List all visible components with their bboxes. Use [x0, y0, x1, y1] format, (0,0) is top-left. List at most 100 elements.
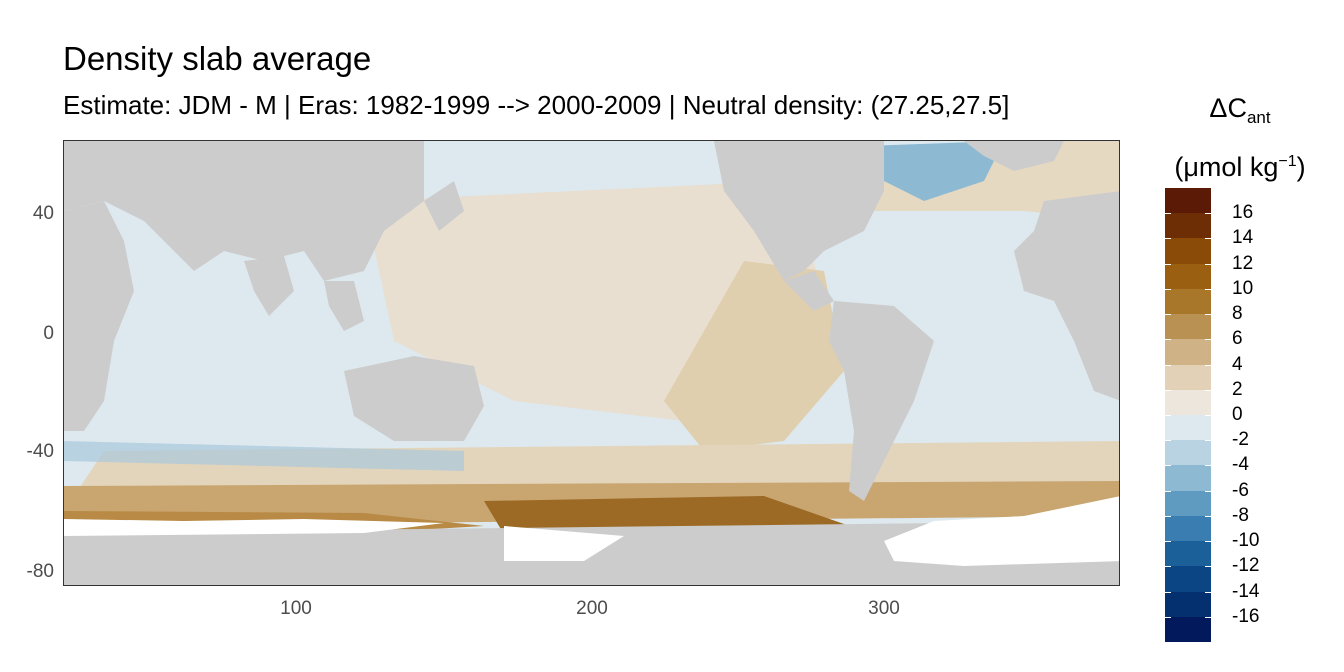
legend-label: 10	[1232, 277, 1254, 299]
japan-landmass	[424, 181, 464, 231]
chart-subtitle: Estimate: JDM - M | Eras: 1982-1999 --> …	[63, 90, 1010, 120]
weddell-ice-shelf	[884, 496, 1119, 566]
y-tick-40: 40	[32, 203, 54, 224]
legend-tick	[1165, 288, 1171, 290]
legend-tick	[1165, 213, 1171, 215]
map-panel	[63, 140, 1120, 586]
legend-swatch	[1165, 213, 1211, 239]
legend-tick	[1165, 591, 1171, 593]
legend-swatch	[1165, 288, 1211, 315]
ocean-map	[64, 141, 1119, 585]
legend-tick	[1165, 440, 1171, 442]
legend-swatch	[1165, 415, 1211, 441]
legend-title: ΔCant (μmol kg−1)	[1150, 86, 1330, 189]
legend-tick	[1205, 238, 1211, 240]
legend-tick	[1205, 339, 1211, 341]
north-america-landmass	[714, 141, 884, 281]
y-tick-0: 0	[43, 323, 54, 344]
legend-tick	[1165, 314, 1171, 316]
legend-tick	[1165, 389, 1171, 391]
legend-swatch	[1165, 591, 1211, 618]
legend-tick	[1205, 263, 1211, 265]
legend-label: -12	[1232, 555, 1260, 577]
australia-landmass	[344, 356, 484, 441]
ross-ice-shelf	[504, 526, 624, 561]
legend-tick	[1205, 288, 1211, 290]
legend-label: 4	[1232, 353, 1243, 375]
legend-label: -14	[1232, 580, 1260, 602]
legend-title-main: ΔC	[1209, 93, 1247, 123]
legend-tick	[1165, 541, 1171, 543]
legend-tick	[1165, 339, 1171, 341]
legend-swatch	[1165, 566, 1211, 593]
legend-tick	[1205, 541, 1211, 543]
legend-label: -6	[1232, 479, 1249, 501]
legend-tick	[1165, 415, 1171, 416]
legend-swatch	[1165, 389, 1211, 416]
legend-swatch	[1165, 238, 1211, 265]
legend-swatch	[1165, 188, 1211, 214]
land-masses	[64, 141, 1119, 585]
india-landmass	[244, 256, 294, 316]
legend-swatch	[1165, 364, 1211, 391]
central-america-landmass	[784, 271, 834, 311]
legend-swatch	[1165, 440, 1211, 466]
east-pacific-region	[664, 261, 844, 451]
greenland-landmass	[964, 141, 1064, 171]
legend-tick	[1205, 314, 1211, 316]
legend-tick	[1205, 591, 1211, 593]
legend-swatch	[1165, 490, 1211, 517]
africa-landmass	[64, 201, 134, 431]
legend-tick	[1165, 263, 1171, 265]
legend-label: -10	[1232, 530, 1260, 552]
africa-east-landmass	[1014, 191, 1119, 401]
legend-label: 8	[1232, 303, 1243, 325]
legend-swatch	[1165, 263, 1211, 290]
legend-swatch	[1165, 515, 1211, 542]
legend-tick	[1205, 490, 1211, 492]
legend-tick	[1165, 566, 1171, 568]
ice-shelves	[64, 496, 1119, 566]
legend-unit-suffix: )	[1296, 152, 1306, 182]
legend-tick	[1165, 515, 1171, 517]
legend-label: 0	[1232, 404, 1243, 425]
indian-blue-band	[64, 441, 464, 471]
eurasia-landmass	[64, 141, 424, 281]
legend-tick	[1165, 364, 1171, 366]
y-tick-minus-80: -80	[26, 561, 54, 582]
legend-tick	[1205, 364, 1211, 366]
south-america-landmass	[829, 301, 934, 501]
legend-swatch	[1165, 339, 1211, 366]
legend-tick	[1165, 616, 1171, 618]
legend-label: -2	[1232, 429, 1249, 451]
y-tick-minus-40: -40	[26, 441, 54, 462]
chart-title: Density slab average	[63, 40, 372, 77]
x-tick-300: 300	[868, 598, 900, 619]
legend-tick	[1205, 440, 1211, 442]
legend-tick	[1205, 213, 1211, 215]
legend-label: -4	[1232, 454, 1249, 476]
x-tick-100: 100	[280, 598, 312, 619]
legend-swatch	[1165, 616, 1211, 643]
legend-label: 16	[1232, 202, 1254, 224]
legend-unit-prefix: (μmol kg	[1174, 152, 1279, 182]
legend-tick	[1205, 616, 1211, 618]
legend-unit-sup: −1	[1278, 153, 1297, 170]
legend-swatch	[1165, 314, 1211, 340]
legend-colorbar	[1165, 188, 1211, 643]
legend-swatch	[1165, 541, 1211, 567]
legend-label: 14	[1232, 227, 1254, 249]
labrador-sea-region	[864, 141, 1004, 201]
legend-label: 12	[1232, 252, 1254, 274]
east-antarctic-ice	[64, 519, 444, 536]
legend-title-sub: ant	[1246, 108, 1271, 127]
legend-tick	[1165, 490, 1171, 492]
legend-swatch	[1165, 465, 1211, 492]
legend-tick	[1205, 465, 1211, 467]
legend-label: -16	[1232, 605, 1260, 627]
x-tick-200: 200	[576, 598, 608, 619]
legend-tick	[1205, 566, 1211, 568]
se-asia-landmass	[324, 281, 364, 331]
legend-label: -8	[1232, 504, 1249, 526]
legend-tick	[1205, 515, 1211, 517]
